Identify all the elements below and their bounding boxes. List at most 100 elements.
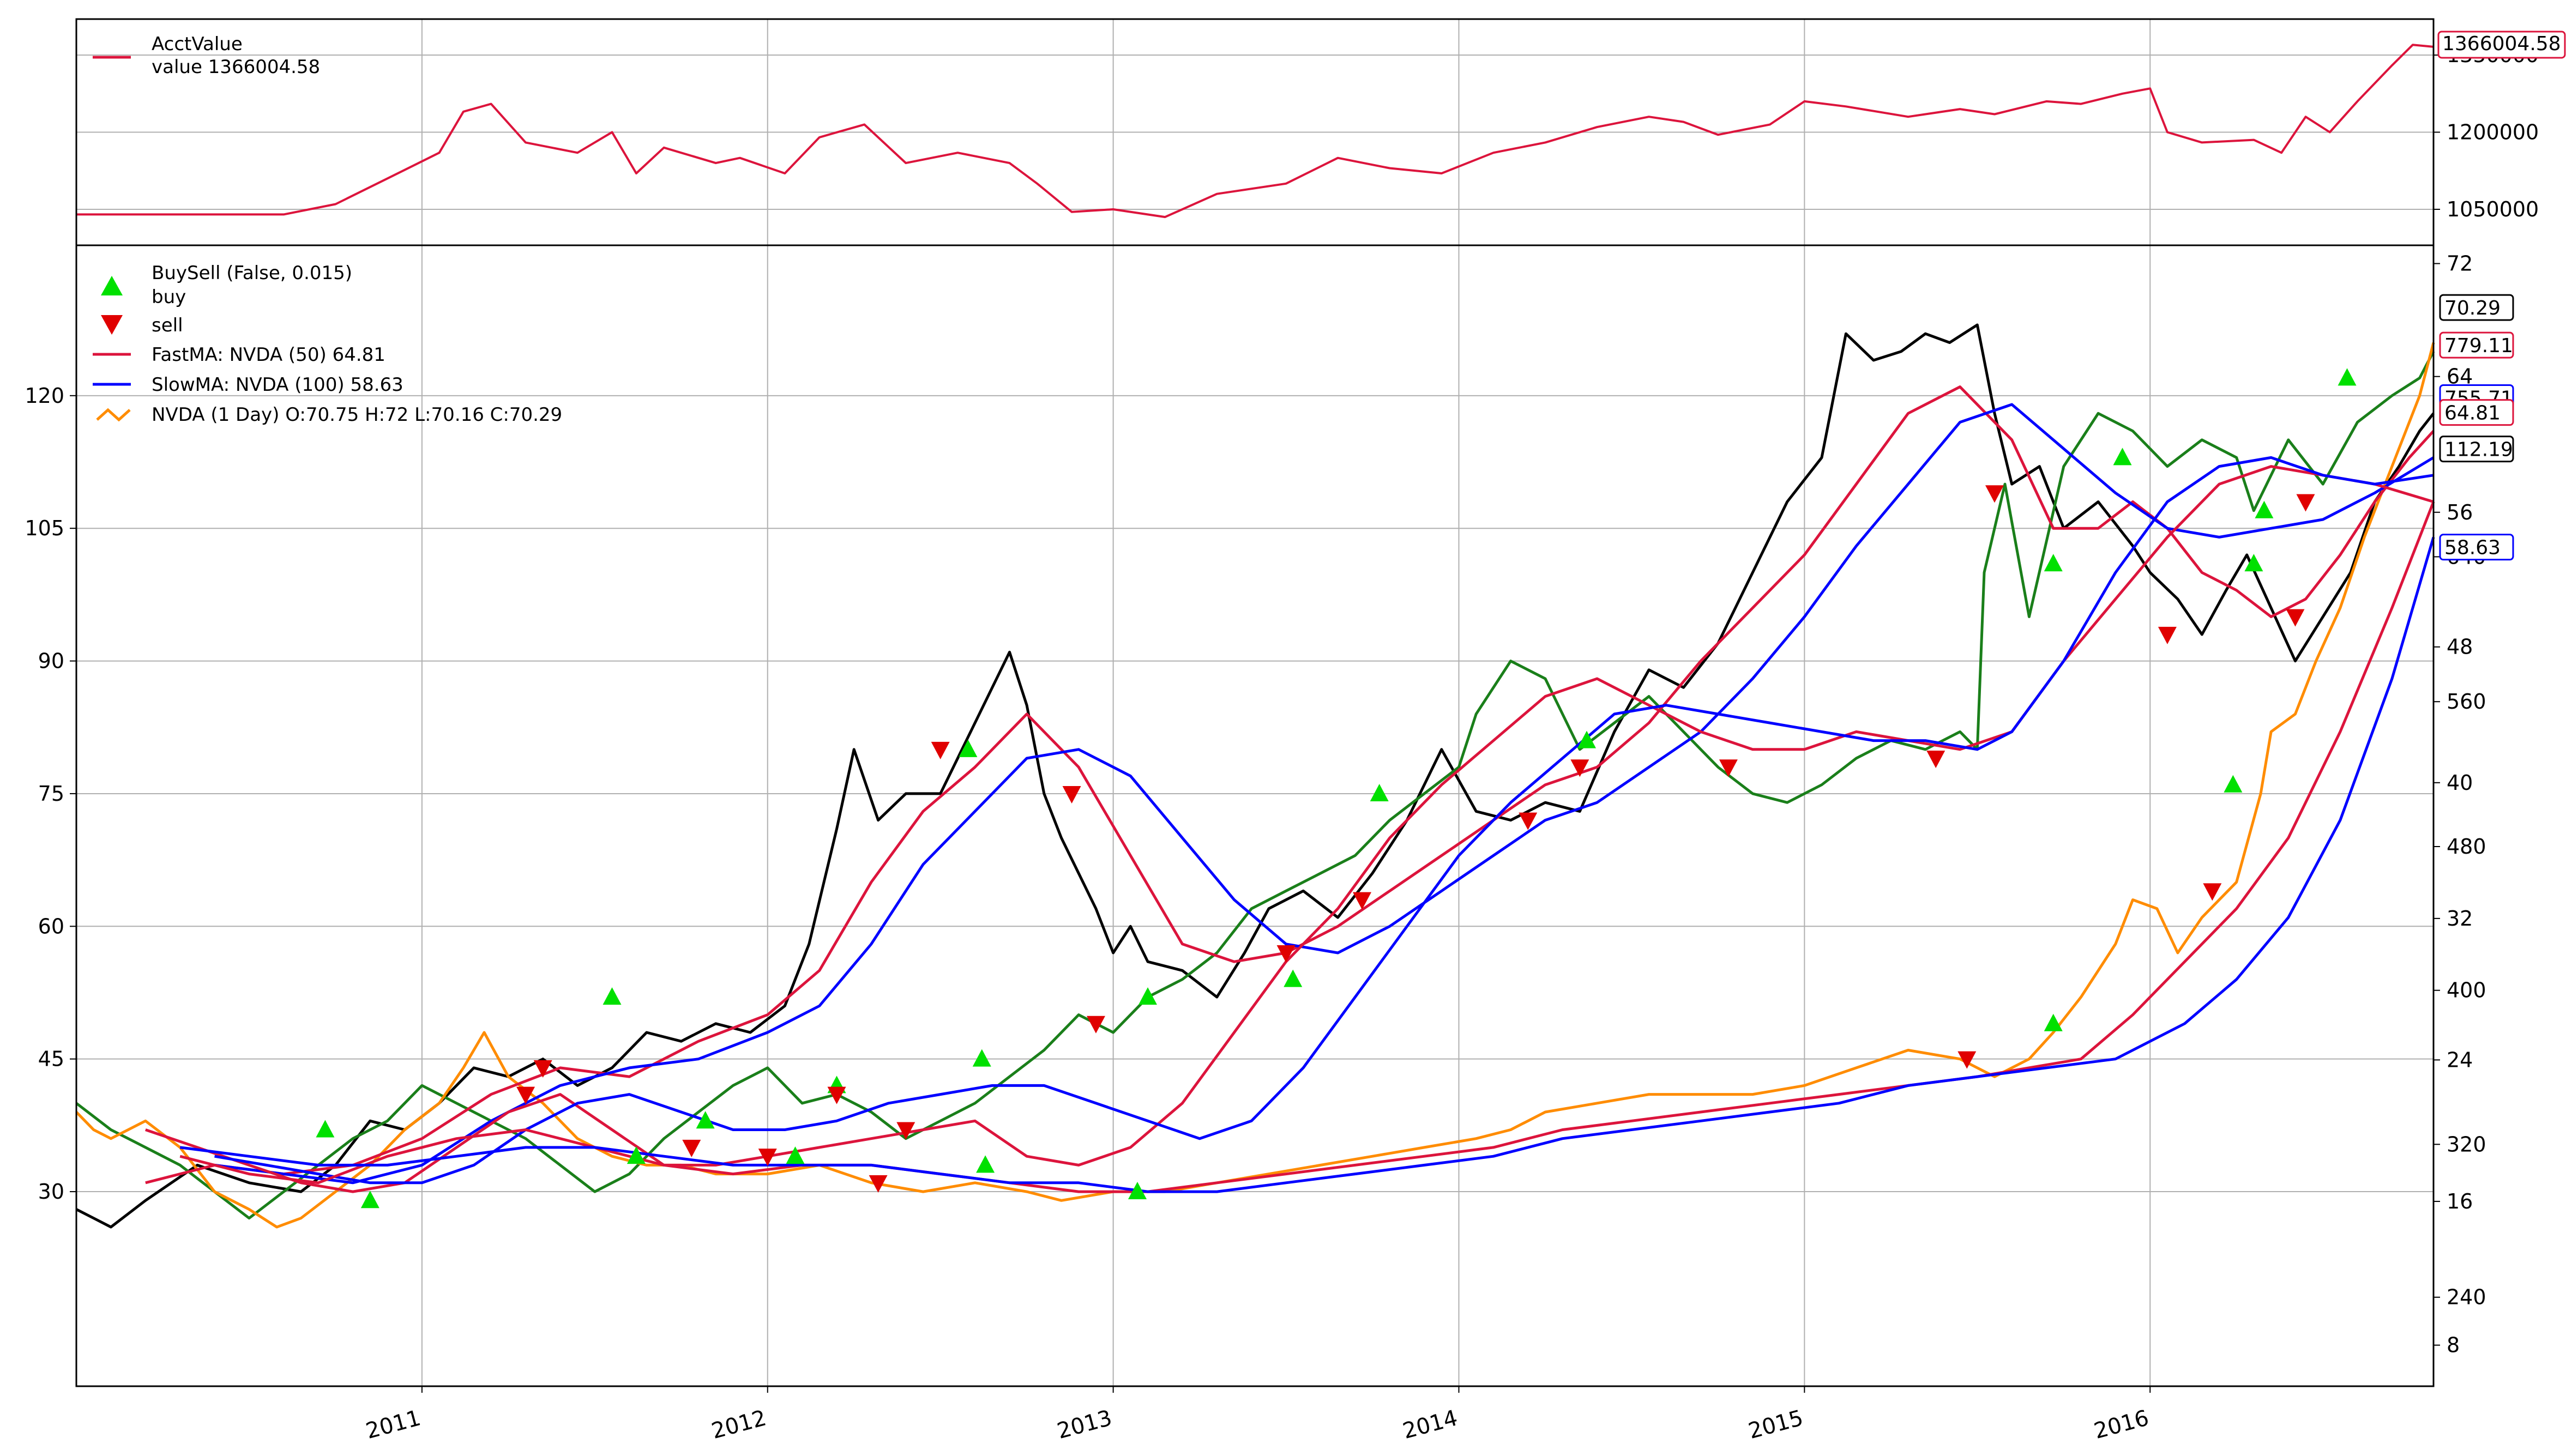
legend-acct-value: value 1366004.58 xyxy=(152,56,320,78)
price-y-tick-label: 45 xyxy=(38,1047,64,1071)
account-grid xyxy=(76,19,2434,245)
price-value-tag-label: 70.29 xyxy=(2444,297,2501,319)
buy-marker xyxy=(2044,554,2063,572)
price-right-tick-label: 56 xyxy=(2447,500,2473,524)
legend-buy-label: buy xyxy=(152,286,186,308)
price-right-tick-label: 32 xyxy=(2447,907,2473,931)
price-value-tag xyxy=(2439,331,2514,359)
buy-marker xyxy=(360,1191,380,1209)
buy-sell-markers xyxy=(316,368,2357,1209)
price-legend: BuySell (False, 0.015) buy sell FastMA: … xyxy=(93,262,562,426)
price-y-tick-label: 60 xyxy=(38,914,64,938)
legend-slowma-label: SlowMA: NVDA (100) 58.63 xyxy=(152,374,403,396)
account-value-line xyxy=(76,44,2434,219)
buy-marker xyxy=(2255,500,2274,518)
buy-marker xyxy=(959,739,978,757)
account-y-tick-label: 1050000 xyxy=(2447,197,2539,221)
price-right-tick-label: 480 xyxy=(2447,835,2486,859)
sell-marker xyxy=(1519,812,1538,830)
price-right-tick-label: 24 xyxy=(2447,1048,2473,1072)
price-y-tick-label: 30 xyxy=(38,1180,64,1204)
price-series-line-0 xyxy=(75,323,2435,1229)
buy-marker xyxy=(1577,730,1597,748)
buy-marker xyxy=(1370,783,1389,801)
sell-marker xyxy=(682,1139,701,1157)
buy-marker xyxy=(2113,448,2132,466)
price-value-tag xyxy=(2439,399,2514,426)
price-y-tick-label: 105 xyxy=(25,516,64,540)
sell-marker xyxy=(827,1086,846,1104)
sell-marker xyxy=(533,1060,552,1078)
price-grid xyxy=(76,245,2434,1386)
price-right-tick-label: 240 xyxy=(2447,1285,2486,1309)
buy-marker xyxy=(2338,368,2357,386)
account-value-panel: 105000012000001350000 1366004.58 AcctVal… xyxy=(75,18,2566,246)
legend-nvda-label: NVDA (1 Day) O:70.75 H:72 L:70.16 C:70.2… xyxy=(152,404,562,426)
sell-marker xyxy=(1926,751,1945,769)
price-right-tick-label: 72 xyxy=(2447,251,2473,275)
price-y-tick-label: 120 xyxy=(25,384,64,408)
sell-marker xyxy=(1719,759,1738,777)
sell-marker xyxy=(758,1149,777,1167)
sell-marker xyxy=(931,741,950,759)
sell-marker xyxy=(1062,786,1081,803)
legend-buy-marker xyxy=(101,276,123,295)
sell-marker xyxy=(869,1175,888,1193)
sell-marker xyxy=(1353,892,1371,910)
price-y-tick-label: 75 xyxy=(38,782,64,806)
sell-marker xyxy=(516,1086,535,1104)
price-value-tag-label: 58.63 xyxy=(2444,537,2501,559)
price-y-ticks-left: 30 45 60 75 90 105 120 xyxy=(25,384,76,1204)
price-value-tag-label: 779.11 xyxy=(2444,335,2513,357)
account-series xyxy=(76,44,2434,219)
price-right-tick-label: 560 xyxy=(2447,690,2486,714)
legend-sell-marker xyxy=(101,315,123,335)
legend-acct-title: AcctValue xyxy=(152,33,243,55)
price-series-line-7 xyxy=(179,501,2435,1193)
buy-marker xyxy=(786,1146,805,1164)
price-panel-frame xyxy=(75,244,2435,1387)
buy-marker xyxy=(627,1146,646,1164)
sell-marker xyxy=(1570,759,1589,777)
price-value-tag xyxy=(2439,436,2514,463)
price-right-tick-label: 320 xyxy=(2447,1132,2486,1156)
buy-marker xyxy=(1128,1182,1147,1200)
legend-buysell-title: BuySell (False, 0.015) xyxy=(152,262,352,284)
legend-sell-label: sell xyxy=(152,315,183,336)
buy-marker xyxy=(2244,554,2263,572)
price-series xyxy=(75,323,2435,1229)
account-value-tag: 1366004.58 xyxy=(2437,31,2566,59)
price-series-line-3 xyxy=(145,385,2435,1185)
account-value-tag-label: 1366004.58 xyxy=(2442,33,2561,55)
sell-marker xyxy=(1086,1016,1105,1034)
price-right-tick-label: 400 xyxy=(2447,978,2486,1002)
price-value-tag-label: 64.81 xyxy=(2444,402,2501,425)
price-y-tick-label: 90 xyxy=(38,649,64,673)
sell-marker xyxy=(1276,945,1296,963)
buy-marker xyxy=(1139,987,1157,1005)
buy-marker xyxy=(316,1120,335,1138)
price-value-tag-label: 112.19 xyxy=(2444,439,2513,461)
price-right-tick-label: 40 xyxy=(2447,771,2473,795)
buy-marker xyxy=(976,1155,995,1173)
buy-marker xyxy=(696,1111,715,1129)
legend-nvda-swatch xyxy=(96,408,131,422)
buy-marker xyxy=(1284,969,1303,987)
sell-marker xyxy=(2286,609,2305,627)
sell-marker xyxy=(2158,626,2177,644)
legend-fastma-label: FastMA: NVDA (50) 64.81 xyxy=(152,344,386,366)
price-series-line-2 xyxy=(75,342,2435,1229)
sell-marker xyxy=(2296,494,2315,512)
price-value-tag xyxy=(2439,534,2514,561)
buy-marker xyxy=(2224,775,2243,793)
price-series-line-6 xyxy=(214,456,2434,1185)
price-right-tick-label: 48 xyxy=(2447,635,2473,659)
price-value-tag xyxy=(2439,294,2514,321)
buy-marker xyxy=(2044,1013,2063,1031)
sell-marker xyxy=(1985,485,2004,503)
price-panel: 30 45 60 75 90 105 120 8 240 16 320 24 400 32 480 40 56… xyxy=(25,244,2514,1444)
buy-marker xyxy=(603,987,622,1005)
sell-marker xyxy=(2203,883,2222,901)
